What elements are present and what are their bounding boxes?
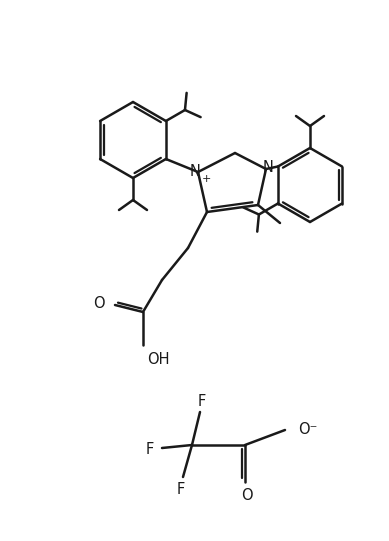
Text: F: F bbox=[198, 394, 206, 410]
Text: OH: OH bbox=[147, 352, 170, 366]
Text: F: F bbox=[177, 481, 185, 497]
Text: O: O bbox=[241, 487, 253, 503]
Text: +: + bbox=[202, 174, 211, 184]
Text: O: O bbox=[93, 295, 105, 311]
Text: O⁻: O⁻ bbox=[298, 421, 317, 437]
Text: F: F bbox=[146, 441, 154, 457]
Text: N: N bbox=[263, 161, 273, 175]
Text: N: N bbox=[189, 164, 200, 180]
